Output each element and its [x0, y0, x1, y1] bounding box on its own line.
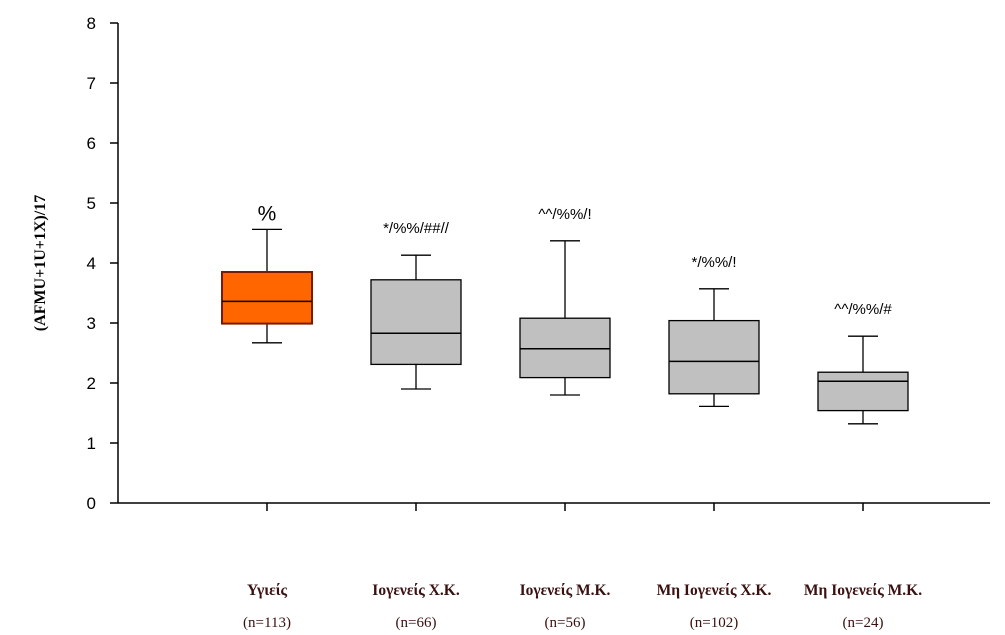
box-1: %: [221, 202, 313, 344]
y-tick-label: 0: [87, 494, 96, 513]
category-n: (n=66): [396, 615, 437, 631]
y-tick-label: 1: [87, 434, 96, 453]
box-3: ^^/%%/!: [519, 206, 611, 396]
iqr-box: [817, 371, 909, 412]
category-name: Ιογενείς Μ.Κ.: [520, 582, 611, 599]
x-axis: [118, 502, 990, 511]
iqr-box: [221, 271, 313, 325]
category-n: (n=102): [690, 615, 738, 631]
y-tick-label: 5: [87, 194, 96, 213]
iqr-box: [370, 279, 462, 366]
y-axis: 0 1 2 3 4 5 6 7 8: [87, 14, 119, 513]
iqr-box: [668, 319, 760, 395]
boxes: % */%%/##// ^^/%%/! */%%/! ^^/%%/#: [221, 202, 909, 425]
y-tick-label: 7: [87, 74, 96, 93]
category-labels: Υγιείς (n=113) Ιογενείς Χ.Κ. (n=66) Ιογενείς…: [243, 582, 922, 631]
box-2: */%%/##//: [370, 220, 462, 390]
y-tick-label: 2: [87, 374, 96, 393]
significance-annotation: ^^/%%/!: [538, 206, 591, 223]
y-tick-label: 6: [87, 134, 96, 153]
category-n: (n=113): [243, 615, 291, 631]
category-n: (n=24): [843, 615, 884, 631]
box-4: */%%/!: [668, 254, 760, 408]
y-axis-label: (AFMU+1U+1X)/17: [32, 195, 49, 331]
significance-annotation: */%%/!: [691, 254, 736, 271]
box-5: ^^/%%/#: [817, 301, 909, 425]
category-name: Υγιείς: [247, 582, 288, 599]
category-name: Μη Ιογενείς Μ.Κ.: [804, 582, 922, 599]
significance-annotation: */%%/##//: [383, 220, 450, 237]
significance-annotation: ^^/%%/#: [834, 301, 892, 318]
y-tick-label: 4: [87, 254, 96, 273]
category-name: Ιογενείς Χ.Κ.: [372, 582, 460, 599]
y-tick-label: 3: [87, 314, 96, 333]
iqr-box: [519, 317, 611, 379]
y-tick-label: 8: [87, 14, 96, 33]
significance-annotation: %: [258, 202, 277, 225]
category-n: (n=56): [545, 615, 586, 631]
category-name: Μη Ιογενείς Χ.Κ.: [657, 582, 772, 599]
